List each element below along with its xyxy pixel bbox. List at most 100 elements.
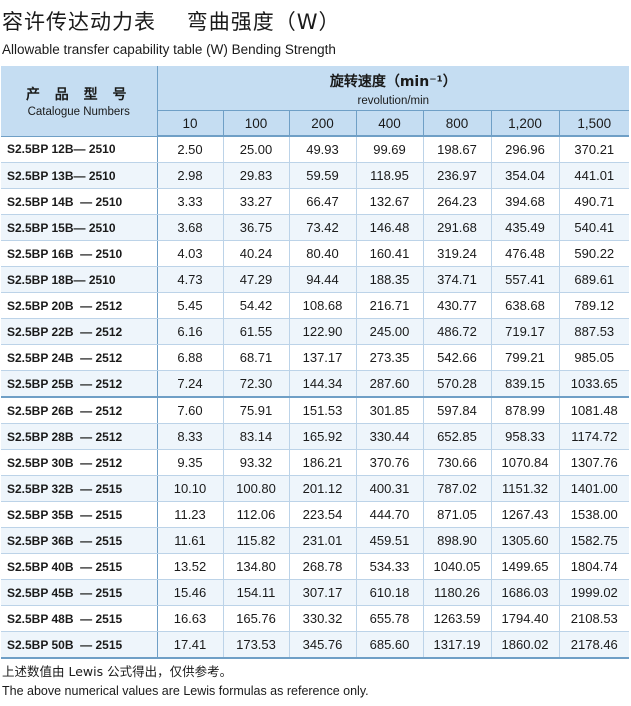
capability-value: 273.35 — [355, 344, 423, 371]
capability-value: 73.42 — [288, 214, 356, 241]
capability-value: 165.76 — [222, 605, 289, 632]
catalogue-number: S2.5BP 36B — 2515 — [1, 527, 158, 554]
catalogue-number: S2.5BP 32B — 2515 — [1, 475, 158, 502]
catalogue-number: S2.5BP 22B — 2512 — [1, 318, 158, 345]
catalogue-header-en: Catalogue Numbers — [27, 105, 130, 118]
capability-value: 7.60 — [156, 397, 223, 424]
capability-value: 1070.84 — [490, 449, 559, 476]
catalogue-header: 产 品 型 号 Catalogue Numbers — [1, 66, 158, 137]
capability-value: 33.27 — [222, 188, 289, 215]
capability-value: 719.17 — [490, 318, 559, 345]
capability-value: 231.01 — [288, 527, 356, 554]
capability-value: 557.41 — [490, 266, 559, 293]
catalogue-number: S2.5BP 12B— 2510 — [1, 136, 158, 163]
catalogue-number: S2.5BP 35B — 2515 — [1, 501, 158, 528]
capability-value: 730.66 — [422, 449, 491, 476]
capability-value: 6.88 — [156, 344, 223, 371]
table-row: S2.5BP 48B — 2515 16.63 165.76 330.32 655.78… — [1, 605, 630, 632]
catalogue-number: S2.5BP 30B — 2512 — [1, 449, 158, 476]
capability-value: 201.12 — [288, 475, 356, 502]
capability-value: 1582.75 — [558, 527, 630, 554]
capability-value: 5.45 — [156, 292, 223, 319]
capability-value: 108.68 — [288, 292, 356, 319]
catalogue-number: S2.5BP 24B — 2512 — [1, 344, 158, 371]
capability-value: 652.85 — [422, 423, 491, 450]
capability-value: 1305.60 — [490, 527, 559, 554]
capability-value: 430.77 — [422, 292, 491, 319]
catalogue-number: S2.5BP 26B — 2512 — [1, 397, 158, 424]
capability-value: 540.41 — [558, 214, 630, 241]
capability-value: 11.61 — [156, 527, 223, 554]
capability-value: 10.10 — [156, 475, 223, 502]
footnote-en: The above numerical values are Lewis for… — [2, 684, 369, 698]
catalogue-number: S2.5BP 50B — 2515 — [1, 631, 158, 659]
speed-header-cn: 旋转速度（min⁻¹） — [157, 66, 630, 92]
catalogue-number: S2.5BP 20B — 2512 — [1, 292, 158, 319]
capability-value: 287.60 — [355, 370, 423, 398]
capability-value: 8.33 — [156, 423, 223, 450]
capability-value: 99.69 — [355, 136, 423, 163]
capability-value: 610.18 — [355, 579, 423, 606]
capability-value: 245.00 — [355, 318, 423, 345]
capability-value: 198.67 — [422, 136, 491, 163]
capability-value: 370.21 — [558, 136, 630, 163]
catalogue-number: S2.5BP 25B — 2512 — [1, 370, 158, 398]
capability-value: 59.59 — [288, 162, 356, 189]
capability-value: 137.17 — [288, 344, 356, 371]
rpm-header-cell: 1,500 — [558, 110, 630, 137]
capability-value: 61.55 — [222, 318, 289, 345]
capability-value: 13.52 — [156, 553, 223, 580]
capability-value: 435.49 — [490, 214, 559, 241]
capability-value: 542.66 — [422, 344, 491, 371]
capability-value: 330.32 — [288, 605, 356, 632]
capability-value: 685.60 — [355, 631, 423, 659]
table-row: S2.5BP 15B— 2510 3.68 36.75 73.42 146.48 291.… — [1, 214, 630, 241]
capability-value: 47.29 — [222, 266, 289, 293]
page-title: 容许传达动力表 弯曲强度（W） — [2, 10, 341, 34]
capability-value: 486.72 — [422, 318, 491, 345]
table-row: S2.5BP 20B — 2512 5.45 54.42 108.68 216.71 43… — [1, 292, 630, 319]
capability-value: 264.23 — [422, 188, 491, 215]
table-row: S2.5BP 13B— 2510 2.98 29.83 59.59 118.95 236.… — [1, 162, 630, 189]
capability-value: 444.70 — [355, 501, 423, 528]
capability-value: 291.68 — [422, 214, 491, 241]
capability-value: 154.11 — [222, 579, 289, 606]
capability-value: 787.02 — [422, 475, 491, 502]
table-row: S2.5BP 22B — 2512 6.16 61.55 122.90 245.00 48… — [1, 318, 630, 345]
capability-value: 799.21 — [490, 344, 559, 371]
capability-value: 72.30 — [222, 370, 289, 398]
capability-value: 1317.19 — [422, 631, 491, 659]
table-row: S2.5BP 30B — 2512 9.35 93.32 186.21 370.76 73… — [1, 449, 630, 476]
table-row: S2.5BP 28B — 2512 8.33 83.14 165.92 330.44 65… — [1, 423, 630, 450]
capability-value: 2178.46 — [558, 631, 630, 659]
catalogue-number: S2.5BP 15B— 2510 — [1, 214, 158, 241]
capability-value: 958.33 — [490, 423, 559, 450]
capability-value: 476.48 — [490, 240, 559, 267]
capability-value: 319.24 — [422, 240, 491, 267]
capability-value: 1794.40 — [490, 605, 559, 632]
capability-value: 29.83 — [222, 162, 289, 189]
capability-value: 83.14 — [222, 423, 289, 450]
capability-value: 112.06 — [222, 501, 289, 528]
capability-value: 330.44 — [355, 423, 423, 450]
capability-value: 590.22 — [558, 240, 630, 267]
capability-value: 186.21 — [288, 449, 356, 476]
capability-value: 151.53 — [288, 397, 356, 424]
catalogue-number: S2.5BP 40B — 2515 — [1, 553, 158, 580]
capability-value: 146.48 — [355, 214, 423, 241]
capability-value: 100.80 — [222, 475, 289, 502]
table-row: S2.5BP 25B — 2512 7.24 72.30 144.34 287.60 57… — [1, 370, 630, 398]
table-row: S2.5BP 26B — 2512 7.60 75.91 151.53 301.85 59… — [1, 397, 630, 424]
capability-value: 789.12 — [558, 292, 630, 319]
catalogue-number: S2.5BP 16B — 2510 — [1, 240, 158, 267]
capability-value: 165.92 — [288, 423, 356, 450]
capability-value: 638.68 — [490, 292, 559, 319]
table-row: S2.5BP 12B— 2510 2.50 25.00 49.93 99.69 198.6… — [1, 136, 630, 163]
capability-value: 15.46 — [156, 579, 223, 606]
capability-value: 68.71 — [222, 344, 289, 371]
capability-value: 1860.02 — [490, 631, 559, 659]
capability-value: 144.34 — [288, 370, 356, 398]
capability-value: 268.78 — [288, 553, 356, 580]
capability-value: 1263.59 — [422, 605, 491, 632]
capability-value: 689.61 — [558, 266, 630, 293]
